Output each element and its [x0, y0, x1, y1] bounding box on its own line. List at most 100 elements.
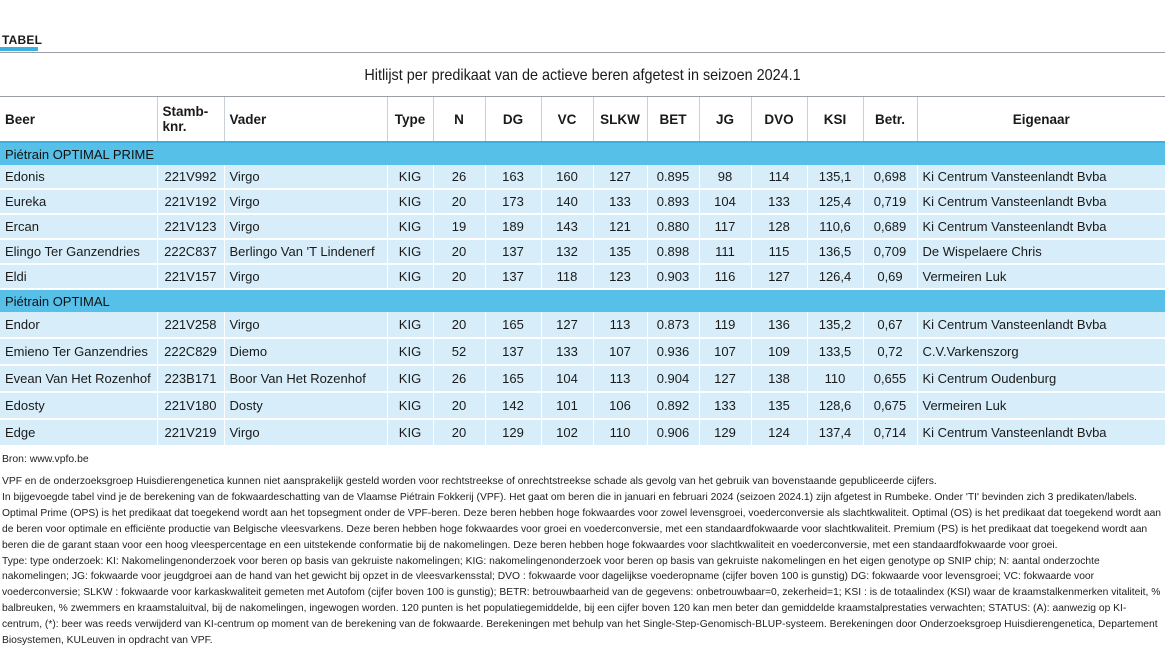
table-cell: 102 [540, 419, 593, 447]
table-cell: 0,689 [862, 214, 917, 240]
table-cell: 110 [806, 365, 863, 393]
table-cell: 223B171 [156, 365, 224, 393]
table-cell: 19 [432, 214, 485, 240]
col-header-vc: VC [540, 96, 593, 143]
table-cell: 98 [698, 165, 751, 190]
table-cell: 127 [540, 312, 593, 339]
table-cell: 113 [592, 365, 647, 393]
table-cell: 104 [540, 365, 593, 393]
col-header-slkw: SLKW [592, 96, 647, 143]
table-cell: 0.903 [646, 264, 699, 290]
table-cell: 0,709 [862, 239, 917, 265]
table-cell: KIG [386, 264, 433, 290]
table-cell: Boor Van Het Rozenhof [223, 365, 387, 393]
table-cell: Virgo [223, 189, 387, 215]
table-cell: 107 [592, 338, 647, 366]
table-cell: 189 [484, 214, 541, 240]
table-cell: 221V123 [156, 214, 224, 240]
col-header-betr: Betr. [862, 96, 917, 143]
group-label: Piétrain OPTIMAL [0, 289, 1165, 312]
top-divider [0, 52, 1165, 53]
table-cell: 26 [432, 165, 485, 190]
table-cell: 0.906 [646, 419, 699, 447]
col-header-eigenaar: Eigenaar [916, 96, 1165, 143]
table-cell: 0.936 [646, 338, 699, 366]
table-cell: 165 [484, 365, 541, 393]
col-header-stambknr: Stamb-knr. [156, 96, 224, 143]
table-cell: 110,6 [806, 214, 863, 240]
table-title: Hitlijst per predikaat van de actieve be… [364, 67, 801, 84]
table-cell: 20 [432, 264, 485, 290]
table-cell: 125,4 [806, 189, 863, 215]
footnotes: VPF en de onderzoeksgroep Huisdierengene… [2, 474, 1164, 649]
table-cell: 123 [592, 264, 647, 290]
col-header-vader: Vader [223, 96, 387, 143]
table-cell: Evean Van Het Rozenhof [0, 365, 157, 393]
table-row: Edge 221V219 Virgo KIG 20 129 102 110 0.906 129 12… [0, 419, 1165, 447]
table-cell: 0.895 [646, 165, 699, 190]
table-cell: 109 [750, 338, 807, 366]
table-cell: 221V157 [156, 264, 224, 290]
table-cell: 106 [592, 392, 647, 420]
table-cell: 0,714 [862, 419, 917, 447]
table-cell: Ki Centrum Oudenburg [916, 365, 1165, 393]
table-cell: 173 [484, 189, 541, 215]
table-cell: Elingo Ter Ganzendries [0, 239, 157, 265]
table-cell: 115 [750, 239, 807, 265]
source-note: Bron: www.vpfo.be [2, 454, 89, 465]
table-cell: 26 [432, 365, 485, 393]
table-cell: 221V180 [156, 392, 224, 420]
table-cell: 20 [432, 189, 485, 215]
col-header-bet: BET [646, 96, 699, 143]
table-cell: 0,67 [862, 312, 917, 339]
table-cell: Edge [0, 419, 157, 447]
table-cell: Edosty [0, 392, 157, 420]
col-header-dvo: DVO [750, 96, 807, 143]
table-cell: 137 [484, 264, 541, 290]
table-cell: 133 [698, 392, 751, 420]
section-tag: TABEL [2, 33, 43, 47]
description-note: In bijgevoegde tabel vind je de berekeni… [2, 491, 1162, 551]
table-cell: 101 [540, 392, 593, 420]
table-cell: KIG [386, 365, 433, 393]
table-cell: 104 [698, 189, 751, 215]
table-cell: 143 [540, 214, 593, 240]
table-cell: Ki Centrum Vansteenlandt Bvba [916, 165, 1165, 190]
table-cell: 124 [750, 419, 807, 447]
table-cell: Ki Centrum Vansteenlandt Bvba [916, 189, 1165, 215]
table-row: Elingo Ter Ganzendries 222C837 Berlingo Va… [0, 239, 1165, 265]
table-cell: 127 [592, 165, 647, 190]
table-cell: Eldi [0, 264, 157, 290]
table-cell: 107 [698, 338, 751, 366]
table-cell: 129 [698, 419, 751, 447]
table-cell: 221V992 [156, 165, 224, 190]
breeding-table: Beer Stamb-knr. Vader Type N DG VC SLKW … [0, 96, 1165, 447]
table-row: Eureka 221V192 Virgo KIG 20 173 140 133 0.893 104… [0, 189, 1165, 215]
table-cell: 0,675 [862, 392, 917, 420]
table-cell: Ki Centrum Vansteenlandt Bvba [916, 419, 1165, 447]
table-cell: Virgo [223, 419, 387, 447]
table-cell: Virgo [223, 165, 387, 190]
col-header-jg: JG [698, 96, 751, 143]
col-header-type: Type [386, 96, 433, 143]
table-row: Eldi 221V157 Virgo KIG 20 137 118 123 0.903 116 12… [0, 264, 1165, 290]
table-row: Edonis 221V992 Virgo KIG 26 163 160 127 0.895 98 1… [0, 165, 1165, 190]
table-cell: 0,719 [862, 189, 917, 215]
table-cell: Edonis [0, 165, 157, 190]
table-cell: 222C829 [156, 338, 224, 366]
table-cell: Virgo [223, 214, 387, 240]
table-cell: 20 [432, 312, 485, 339]
table-row: Evean Van Het Rozenhof 223B171 Boor Van He… [0, 365, 1165, 393]
col-header-beer: Beer [0, 96, 157, 143]
table-cell: Vermeiren Luk [916, 392, 1165, 420]
table-cell: 20 [432, 419, 485, 447]
table-cell: 127 [698, 365, 751, 393]
table-cell: 52 [432, 338, 485, 366]
table-cell: 0,655 [862, 365, 917, 393]
table-cell: 114 [750, 165, 807, 190]
table-cell: De Wispelaere Chris [916, 239, 1165, 265]
table-cell: KIG [386, 239, 433, 265]
table-cell: 117 [698, 214, 751, 240]
table-cell: 163 [484, 165, 541, 190]
table-cell: KIG [386, 165, 433, 190]
